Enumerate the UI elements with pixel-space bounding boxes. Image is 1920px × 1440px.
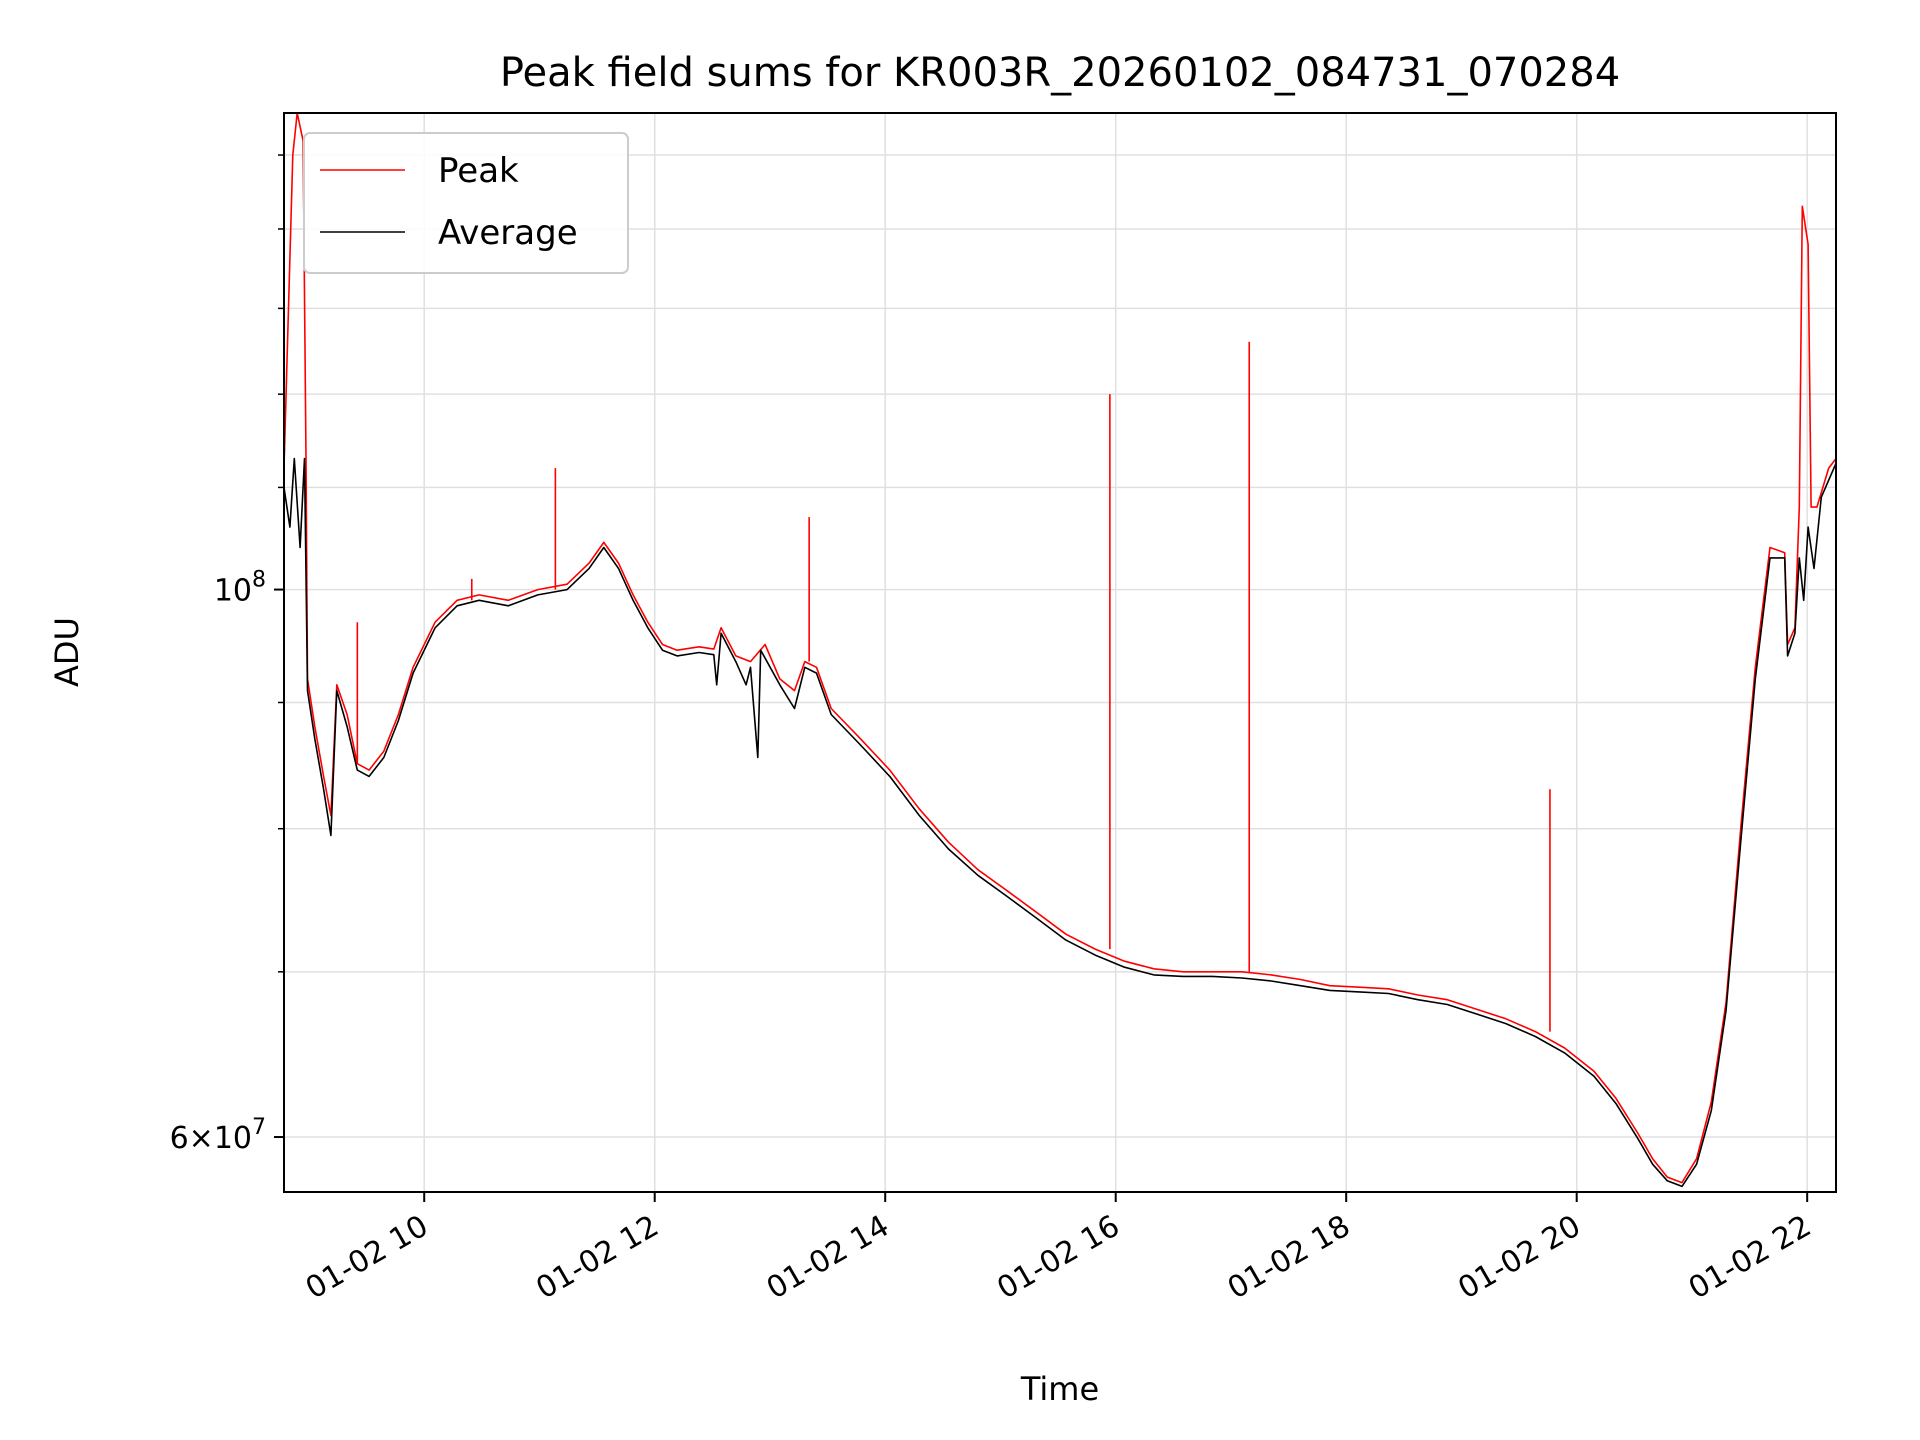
y-tick-label: 108 [214, 568, 266, 609]
legend-average-label: Average [438, 213, 578, 253]
series-peak [283, 112, 1837, 1184]
x-axis-label: Time [1020, 1370, 1099, 1408]
y-tick-label: 6×107 [170, 1115, 266, 1156]
series-average [283, 457, 1837, 1188]
legend: Peak Average [303, 132, 629, 274]
y-axis-label: ADU [48, 617, 86, 687]
series-line-peak [283, 112, 1837, 1184]
plot-frame [283, 112, 1837, 1193]
legend-box [303, 132, 629, 274]
series-line-average [283, 457, 1837, 1188]
chart-title: Peak field sums for KR003R_20260102_0847… [500, 50, 1620, 96]
y-axis: 108 6×107 [170, 154, 284, 1156]
grid [284, 113, 1836, 1192]
legend-peak-label: Peak [438, 151, 519, 191]
